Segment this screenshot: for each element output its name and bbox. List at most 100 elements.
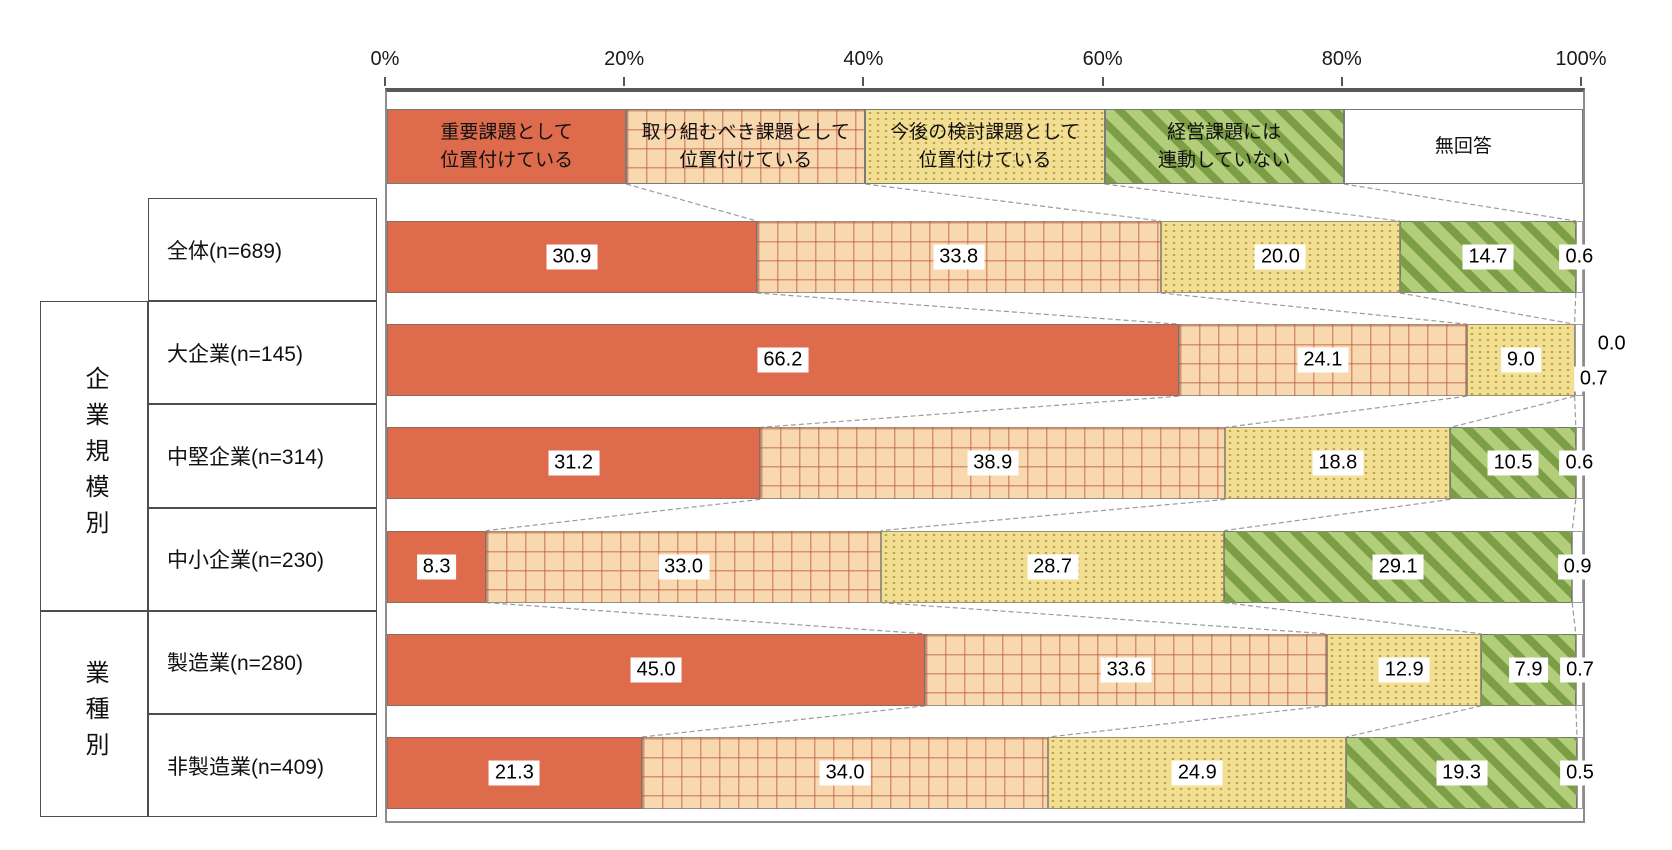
- series-leader-line: [626, 183, 757, 222]
- series-leader-line: [1571, 499, 1577, 531]
- axis-tick-label: 20%: [604, 48, 645, 70]
- row-label-cell: 中堅企業(n=314): [148, 404, 377, 508]
- bar-value-label-outside: 0.0: [1591, 331, 1632, 357]
- series-leader-line: [1571, 602, 1577, 634]
- group-label-text: 業種別: [81, 659, 108, 768]
- row-label-cell: 製造業(n=280): [148, 610, 377, 714]
- series-leader-line: [1574, 396, 1577, 428]
- bar-value-label: 30.9: [546, 244, 598, 270]
- bar-value-label: 14.7: [1462, 244, 1514, 270]
- series-leader-line: [1574, 292, 1577, 325]
- bar-value-label: 0.6: [1559, 450, 1600, 476]
- axis-tick-mark: [384, 77, 386, 86]
- bar-value-label: 29.1: [1372, 554, 1424, 580]
- bar-value-label-outside: 0.7: [1573, 366, 1614, 392]
- bar-segment-stripes: [1346, 737, 1577, 809]
- bar-value-label: 9.0: [1500, 347, 1541, 373]
- legend-item-stripes: 経営課題には 連動していない: [1104, 109, 1344, 184]
- bar-value-label: 24.1: [1297, 347, 1349, 373]
- bar-value-label: 0.6: [1559, 244, 1600, 270]
- series-leader-line: [756, 292, 1179, 325]
- bar-value-label: 0.9: [1557, 554, 1598, 580]
- row-label-cell: 大企業(n=145): [148, 301, 377, 405]
- bar-value-label: 31.2: [548, 450, 600, 476]
- bar-value-label: 8.3: [416, 554, 457, 580]
- bar-value-label: 28.7: [1027, 554, 1079, 580]
- axis-tick-label: 100%: [1555, 48, 1607, 70]
- bar-segment-dots: [1160, 221, 1400, 293]
- group-label-cell: 企業規模別: [40, 301, 148, 611]
- bar-value-label: 18.8: [1312, 450, 1364, 476]
- axis-tick-label: 0%: [370, 48, 400, 70]
- legend-item-label: 位置付けている: [679, 149, 813, 171]
- bar-row: 21.3 34.0 24.9 19.3 0.5: [387, 737, 1600, 809]
- axis-tick-mark: [862, 77, 865, 86]
- series-leader-line: [1399, 292, 1575, 325]
- bar-value-label: 0.7: [1560, 657, 1600, 683]
- bar-segment-stripes: [1450, 427, 1576, 500]
- group-label-cell: 業種別: [40, 610, 148, 818]
- bar-value-label: 45.0: [630, 657, 682, 683]
- row-label-cell: 中小企業(n=230): [148, 507, 377, 611]
- plot-area: 重要課題として 位置付けている 取り組むべき課題として 位置付けている 今後の検討課題と…: [385, 88, 1632, 823]
- series-leader-line: [486, 602, 926, 635]
- legend-item-label: 位置付けている: [440, 149, 574, 171]
- axis-tick-label: 40%: [843, 48, 884, 70]
- row-label-cell: 非製造業(n=409): [148, 714, 377, 818]
- axis-tick-mark: [1340, 77, 1343, 86]
- row-label-cell: 全体(n=689): [148, 198, 377, 302]
- group-label-text: 企業規模別: [81, 365, 108, 546]
- bar-value-label: 12.9: [1378, 657, 1430, 683]
- series-leader-line: [1225, 395, 1468, 428]
- axis-tick-label: 60%: [1082, 48, 1123, 70]
- bar-value-label: 38.9: [967, 450, 1019, 476]
- legend-item-label: 位置付けている: [918, 149, 1052, 171]
- bar-value-label: 10.5: [1487, 450, 1539, 476]
- series-leader-line: [1450, 395, 1575, 428]
- series-leader-line: [865, 183, 1161, 222]
- legend-item-label: 取り組むべき課題として: [641, 121, 850, 143]
- series-leader-line: [1343, 183, 1576, 222]
- legend-item-label: 無回答: [1434, 135, 1492, 157]
- legend-item-grid: 取り組むべき課題として 位置付けている: [626, 109, 866, 184]
- axis-tick-mark: [623, 77, 626, 86]
- series-leader-line: [486, 498, 761, 532]
- series-leader-line: [880, 498, 1226, 532]
- bar-value-label: 21.3: [488, 760, 540, 786]
- bar-row: 8.3 33.0 28.7 29.1 0.9: [387, 530, 1598, 603]
- bar-value-label: 7.9: [1508, 657, 1549, 683]
- series-leader-line: [1575, 705, 1578, 738]
- bar-row: 31.2 38.9 18.8 10.5 0.6: [387, 427, 1600, 500]
- legend-item-label: 経営課題には: [1167, 121, 1282, 143]
- series-leader-line: [1048, 705, 1328, 738]
- bar-value-label: 34.0: [819, 760, 871, 786]
- series-leader-line: [760, 395, 1179, 428]
- series-leader-line: [1160, 292, 1468, 325]
- bar-value-label: 24.9: [1171, 760, 1223, 786]
- axis-tick-mark: [1101, 77, 1104, 86]
- bar-segment-grid: [1178, 324, 1467, 397]
- bar-value-label: 0.5: [1560, 760, 1600, 786]
- bar-segment-none: [1574, 324, 1583, 397]
- bar-value-label: 66.2: [757, 347, 809, 373]
- bar-row: 45.0 33.6 12.9 7.9 0.7: [387, 633, 1600, 706]
- bar-row: 30.9 33.8 20.0 14.7 0.6: [387, 221, 1600, 293]
- bar-value-label: 20.0: [1254, 244, 1306, 270]
- legend-item-solid: 重要課題として 位置付けている: [387, 109, 627, 184]
- bar-value-label: 33.8: [933, 244, 985, 270]
- series-leader-line: [1224, 498, 1451, 532]
- series-leader-line: [880, 602, 1328, 635]
- axis-tick-mark: [1580, 77, 1582, 86]
- legend-item-none: 無回答: [1343, 109, 1583, 184]
- bar-value-label: 19.3: [1436, 760, 1488, 786]
- bar-segment-stripes: [1224, 530, 1573, 603]
- legend-item-label: 今後の検討課題として: [890, 121, 1080, 143]
- series-leader-line: [1346, 705, 1482, 738]
- bar-value-label: 33.0: [658, 554, 710, 580]
- series-leader-line: [1224, 602, 1482, 635]
- bar-value-label: 33.6: [1100, 657, 1152, 683]
- legend-item-label: 連動していない: [1157, 149, 1291, 171]
- series-leader-line: [641, 705, 926, 738]
- bar-row: 66.2 24.1 9.0 0.0 0.7: [387, 324, 1632, 397]
